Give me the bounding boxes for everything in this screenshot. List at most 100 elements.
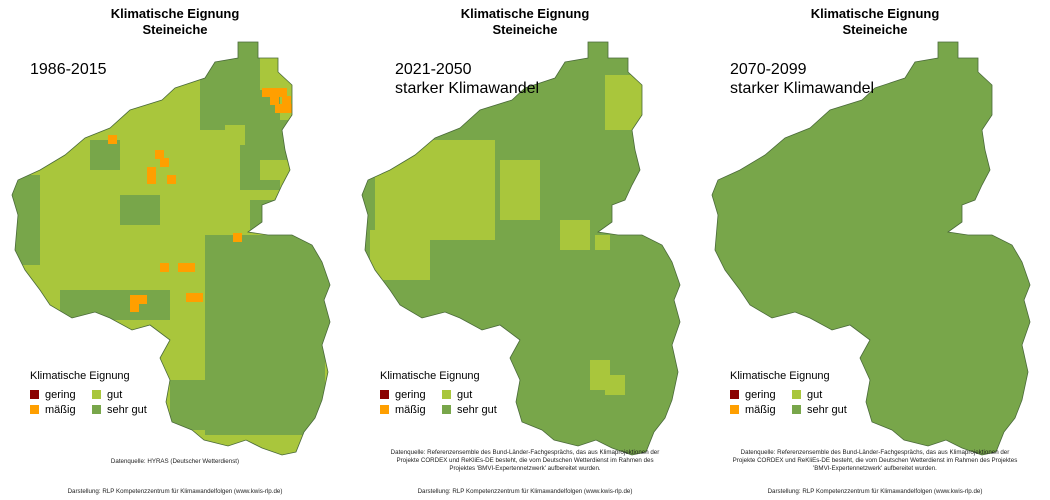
legend: Klimatische Eignung gering gut mäßig seh…	[730, 370, 872, 416]
cell-maessig	[275, 104, 284, 113]
cell-maessig	[270, 96, 279, 105]
credit: Darstellung: RLP Kompetenzzentrum für Kl…	[67, 488, 283, 495]
zone-sehr-gut	[250, 200, 280, 230]
swatch-maessig	[380, 405, 389, 414]
period-label: 1986-2015	[30, 60, 107, 79]
legend-item-gering: gering	[380, 388, 442, 401]
legend: Klimatische Eignung gering gut mäßig seh…	[380, 370, 522, 416]
cell-maessig	[160, 158, 169, 167]
legend-label: gut	[807, 388, 823, 401]
legend-label: gering	[45, 388, 76, 401]
zone-gut	[595, 235, 610, 250]
legend-label: sehr gut	[107, 403, 147, 416]
title-line1: Klimatische Eignung	[810, 6, 940, 21]
cell-maessig	[138, 295, 147, 304]
zone-gut	[155, 175, 170, 195]
cell-maessig	[283, 104, 292, 113]
swatch-gut	[442, 390, 451, 399]
cell-maessig	[186, 293, 195, 302]
legend-item-sehr-gut: sehr gut	[92, 403, 172, 416]
swatch-sehr-gut	[442, 405, 451, 414]
legend-label: gering	[745, 388, 776, 401]
zone-gut	[605, 75, 645, 130]
cell-maessig	[160, 263, 169, 272]
swatch-gering	[380, 390, 389, 399]
swatch-gut	[92, 390, 101, 399]
cell-maessig	[147, 175, 156, 184]
panel-1986-2015: Klimatische Eignung Steineiche 1986-2015…	[0, 0, 350, 500]
cell-maessig	[194, 293, 203, 302]
swatch-gering	[30, 390, 39, 399]
zone-gut	[375, 140, 495, 240]
legend-item-gut: gut	[92, 388, 172, 401]
cell-maessig	[270, 88, 279, 97]
legend-label: gering	[395, 388, 426, 401]
scenario-label: starker Klimawandel	[395, 80, 540, 97]
data-source: Datenquelle: Referenzensemble des Bund-L…	[390, 449, 660, 472]
period-label: 2021-2050 starker Klimawandel	[395, 60, 539, 98]
legend-item-gering: gering	[730, 388, 792, 401]
state-border	[11, 41, 331, 456]
zone-gut	[260, 160, 280, 180]
cell-maessig	[167, 175, 176, 184]
legend-item-gering: gering	[30, 388, 92, 401]
suitability-map	[11, 41, 331, 456]
zone-sehr-gut	[120, 195, 160, 225]
zone-gut	[605, 375, 625, 395]
panel-title: Klimatische Eignung Steineiche	[700, 6, 1050, 38]
period-years: 2070-2099	[730, 61, 807, 78]
cell-maessig	[130, 303, 139, 312]
credit: Darstellung: RLP Kompetenzzentrum für Kl…	[417, 488, 633, 495]
panel-2070-2099: Klimatische Eignung Steineiche 2070-2099…	[700, 0, 1050, 500]
legend-title: Klimatische Eignung	[730, 370, 830, 382]
legend-item-maessig: mäßig	[730, 403, 792, 416]
state-border	[361, 41, 681, 456]
period-label: 2070-2099 starker Klimawandel	[730, 60, 874, 98]
period-years: 1986-2015	[30, 61, 107, 78]
zone-sehr-gut	[300, 240, 330, 360]
legend-item-sehr-gut: sehr gut	[792, 403, 872, 416]
state-border	[711, 41, 1031, 456]
legend-label: mäßig	[395, 403, 426, 416]
swatch-gering	[730, 390, 739, 399]
legend-title: Klimatische Eignung	[30, 370, 130, 382]
cell-maessig	[178, 263, 187, 272]
scenario-label: starker Klimawandel	[730, 80, 875, 97]
panel-title: Klimatische Eignung Steineiche	[0, 6, 350, 38]
cell-maessig	[108, 135, 117, 144]
title-line1: Klimatische Eignung	[460, 6, 590, 21]
cell-maessig	[262, 88, 271, 97]
zone-gut	[225, 125, 245, 145]
title-line1: Klimatische Eignung	[110, 6, 240, 21]
swatch-maessig	[730, 405, 739, 414]
legend-item-maessig: mäßig	[30, 403, 92, 416]
legend-item-gut: gut	[442, 388, 522, 401]
legend-item-gut: gut	[792, 388, 872, 401]
swatch-maessig	[30, 405, 39, 414]
title-line2: Steineiche	[142, 22, 208, 37]
legend-label: mäßig	[745, 403, 776, 416]
zone-gut	[370, 230, 430, 280]
data-source: Datenquelle: Referenzensemble des Bund-L…	[732, 449, 1018, 472]
legend-label: sehr gut	[457, 403, 497, 416]
legend-item-maessig: mäßig	[380, 403, 442, 416]
suitability-map	[361, 41, 681, 456]
suitability-map	[711, 41, 1031, 456]
cell-maessig	[233, 233, 242, 242]
zone-gut	[500, 160, 540, 220]
legend-label: gut	[457, 388, 473, 401]
data-source: Datenquelle: HYRAS (Deutscher Wetterdien…	[110, 458, 240, 465]
legend-label: sehr gut	[807, 403, 847, 416]
legend-label: mäßig	[45, 403, 76, 416]
swatch-sehr-gut	[92, 405, 101, 414]
legend: Klimatische Eignung gering gut mäßig seh…	[30, 370, 172, 416]
zone-sehr-gut	[60, 290, 170, 320]
credit: Darstellung: RLP Kompetenzzentrum für Kl…	[767, 488, 983, 495]
cell-maessig	[147, 167, 156, 176]
cell-maessig	[186, 263, 195, 272]
legend-label: gut	[107, 388, 123, 401]
legend-title: Klimatische Eignung	[380, 370, 480, 382]
period-years: 2021-2050	[395, 61, 472, 78]
title-line2: Steineiche	[492, 22, 558, 37]
cell-maessig	[130, 295, 139, 304]
